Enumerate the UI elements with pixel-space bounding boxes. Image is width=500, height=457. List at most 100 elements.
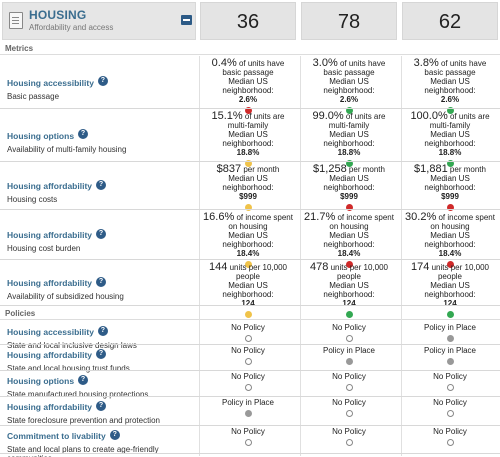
metric-value-number: 0.4% [211,57,237,69]
metric-subtitle: Availability of subsidized housing [7,292,124,301]
metric-value-number: 15.1% [211,110,243,122]
metric-value-cell: $1,881 per month Median US neighborhood: $… [404,164,496,211]
metric-title-link[interactable]: Housing affordability [7,278,92,288]
metric-value-cell: $837 per month Median US neighborhood: $99… [202,164,294,211]
help-icon[interactable]: ? [96,228,106,239]
metric-title-link[interactable]: Housing options [7,130,75,141]
help-icon[interactable]: ? [97,325,108,336]
policy-title-link[interactable]: Housing affordability [7,402,92,412]
policy-title-link[interactable]: Housing affordability [7,350,92,360]
policy-label: Housing options? State manufactured housi… [7,371,202,399]
help-icon[interactable]: ? [78,374,89,385]
policy-status-text: Policy in Place [221,398,275,407]
status-dot-red [345,261,353,268]
policy-status-cell: No Policy [202,427,294,446]
row-divider [0,108,500,109]
metric-value-unit: per month [346,165,385,174]
no-policy-indicator [446,439,454,446]
metric-value-unit: of units are multi-family [328,112,386,130]
metric-subtitle: Housing costs [7,195,58,204]
policy-title-link[interactable]: Commitment to livability [7,431,106,441]
policy-status-text: No Policy [231,372,265,381]
policy-row: Housing options? State manufactured housi… [0,371,500,399]
metric-title-link[interactable]: Housing accessibility [7,77,94,88]
median-label: Median US neighborhood: [323,231,375,249]
metric-value-number: 30.2% [405,211,437,223]
metric-value: 174 units per 10,000 people [404,261,496,282]
status-dot-red [345,204,353,211]
policy-status-cell: No Policy [202,346,294,365]
metric-value-number: 99.0% [312,110,344,122]
help-icon[interactable]: ? [78,129,89,140]
metric-value: 144 units per 10,000 people [202,262,294,282]
metric-value-unit: of units have basic passage [222,59,285,77]
metric-value-unit: units per 10,000 people [227,263,287,281]
policy-status-cell: Policy in Place [404,323,496,342]
metric-value-cell: 99.0% of units are multi-family Median US… [303,110,395,167]
policy-status-cell: Policy in Place [404,346,496,365]
median-value: 2.6% [238,95,258,104]
metric-value-cell: 30.2% of income spent on housing Median U… [404,211,496,268]
metric-value-number: 478 [310,261,329,273]
policy-subtitle: State and local inclusive design laws [7,341,137,350]
row-divider [0,370,500,371]
metric-subtitle: Availability of multi-family housing [7,144,127,154]
metric-value-number: 174 [411,261,430,273]
help-icon[interactable]: ? [97,76,108,87]
row-divider [0,161,500,162]
no-policy-indicator [345,439,353,446]
metric-value: 100.0% of units are multi-family [404,111,496,131]
metric-label: Housing affordability? Housing costs [7,176,197,204]
policy-subtitle: State foreclosure prevention and protect… [7,416,160,425]
metric-subtitle: Basic passage [7,91,60,101]
metric-value: 0.4% of units have basic passage [202,57,294,78]
policy-status-cell: No Policy [303,372,395,391]
metric-value-unit: of income spent on housing [329,213,394,231]
column-divider [300,56,301,456]
metric-title-link[interactable]: Housing affordability [7,181,92,191]
median-value: 18.8% [337,148,361,157]
status-dot-green [446,160,454,167]
no-policy-indicator [345,410,353,417]
policy-subtitle: State and local housing trust funds [7,364,130,373]
metric-value-cell: 21.7% of income spent on housing Median U… [303,212,395,268]
median-value: 124 [241,299,255,308]
policy-status-cell: No Policy [303,398,395,417]
metric-value: $1,258 per month [303,164,395,175]
median-value: 124 [342,299,356,308]
metric-title-link[interactable]: Housing affordability [7,230,92,240]
policy-title-link[interactable]: Housing options [7,376,75,386]
no-policy-indicator [345,384,353,391]
metric-value-unit: per month [447,165,486,174]
help-icon[interactable]: ? [96,276,106,287]
policy-in-place-indicator [446,335,454,342]
policy-label: Housing affordability? State and local ho… [7,345,202,373]
policy-status-text: No Policy [231,323,265,332]
median-label: Median US neighborhood: [222,281,274,299]
status-dot-yellow [244,160,252,167]
metric-value-number: 3.8% [413,57,439,69]
score-col-2: 78 [301,2,397,40]
policy-label: Commitment to livability? State and local… [7,426,202,457]
metric-label: Housing options? Availability of multi-fa… [7,126,197,154]
median-value: $999 [340,192,358,201]
row-divider [0,209,500,210]
metric-value-number: 16.6% [203,211,235,223]
metric-value-number: 3.0% [312,57,338,69]
median-label: Median US neighborhood: [424,231,476,249]
policy-status-cell: Policy in Place [202,398,294,417]
help-icon[interactable]: ? [96,400,106,411]
policy-status-text: No Policy [433,372,467,381]
metric-row: Housing options? Availability of multi-fa… [0,109,500,167]
help-icon[interactable]: ? [96,179,106,190]
help-icon[interactable]: ? [96,348,106,359]
policy-title-link[interactable]: Housing accessibility [7,327,94,337]
collapse-icon[interactable] [181,15,192,25]
help-icon[interactable]: ? [109,429,120,440]
median-label: Median US neighborhood: [222,231,274,249]
metric-value-unit: of income spent on housing [228,213,293,231]
category-header: HOUSING Affordability and access 36 78 6… [0,0,500,42]
median-label: Median US neighborhood: [323,281,375,299]
metric-value: 3.8% of units have basic passage [404,57,496,78]
metric-value-cell: 3.0% of units have basic passage Median U… [303,57,395,114]
